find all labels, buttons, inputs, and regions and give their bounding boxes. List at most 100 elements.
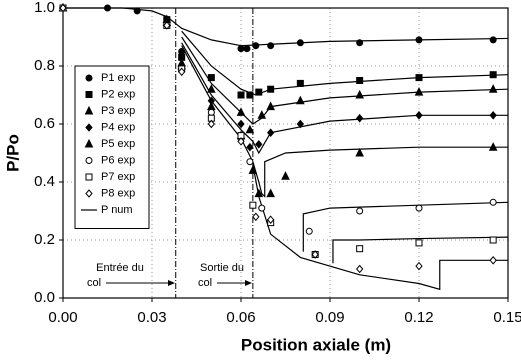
x-tick-label: 0.09 [315,309,344,326]
x-tick-label: 0.00 [48,309,77,326]
point [237,45,245,53]
legend-marker [85,91,93,98]
legend-marker [85,173,93,181]
point [207,74,215,82]
point [248,165,258,174]
point [249,201,257,209]
model-curve [181,42,508,155]
legend: P1 exp P2 exp P3 exp P4 exp P5 exp P6 exp P7 e… [74,65,150,229]
legend-marker [85,189,93,198]
point [415,239,423,247]
point [356,77,364,84]
arrow-head [168,280,175,286]
point [415,36,423,44]
point [489,111,497,120]
x-tick-label: 0.12 [404,309,433,326]
point [163,21,171,30]
legend-marker [85,123,93,132]
legend-label: P1 exp [101,72,135,84]
point [489,198,497,206]
point [246,142,254,152]
legend-marker [85,74,93,82]
annotation: Entrée du [96,262,144,274]
point [207,84,216,93]
arrow-head [245,280,252,286]
point [296,39,304,47]
point [356,207,364,215]
x-tick-label: 0.06 [226,309,255,326]
point [311,250,319,259]
point [489,36,497,44]
point [488,142,498,151]
point [104,4,111,12]
model-curve [332,236,509,264]
legend-marker [84,105,94,115]
point [355,89,364,99]
model-curve [181,30,509,96]
point [257,110,267,119]
legend-marker [84,138,94,148]
point [258,204,266,212]
point [267,85,275,93]
point [356,245,364,253]
annotation: col [198,277,212,289]
point [296,79,304,87]
point [246,91,254,99]
legend-label: P2 exp [101,88,135,100]
y-axis-label: P/Po [3,134,22,172]
point [237,91,245,99]
point [207,119,215,129]
annotation: col [87,277,101,289]
legend-marker [85,157,93,164]
point [266,101,275,111]
point [246,158,254,166]
y-tick-label: 0.0 [34,289,55,306]
point [415,204,423,212]
annotation: Sortie du [200,262,244,274]
x-tick-label: 0.03 [137,309,166,326]
x-tick-label: 0.15 [493,309,521,326]
model-curve [181,45,508,198]
point [415,261,423,271]
point [266,188,275,198]
legend-label: P8 exp [101,187,135,199]
point [489,236,497,244]
point [355,147,364,157]
point [59,3,67,13]
point [207,108,215,116]
model-curve [302,201,509,252]
point [252,42,260,50]
point [178,67,186,77]
point [254,188,264,198]
point [255,88,263,96]
point [488,84,498,93]
point [237,137,245,146]
y-tick-label: 0.4 [34,173,55,190]
point [281,171,290,180]
y-tick-label: 0.8 [34,57,55,74]
legend-label: P3 exp [101,105,135,117]
legend-label: P4 exp [101,121,135,133]
point [267,215,275,224]
point [305,227,313,235]
y-tick-label: 0.6 [34,115,55,132]
point [356,264,364,274]
point [356,113,364,123]
point [356,39,364,47]
plot-frame [62,7,509,299]
legend-label: P7 exp [101,171,135,183]
y-tick-label: 0.2 [34,231,55,248]
point [243,45,251,53]
point [267,128,275,137]
point [252,212,260,222]
point [133,7,141,15]
legend-label: P5 exp [101,138,135,150]
point [237,119,245,129]
point [415,111,423,120]
x-axis-label: Position axiale (m) [241,335,391,354]
point [236,107,246,116]
legend-label: P num [101,204,133,216]
legend-label: P6 exp [101,154,135,166]
point [489,256,497,265]
